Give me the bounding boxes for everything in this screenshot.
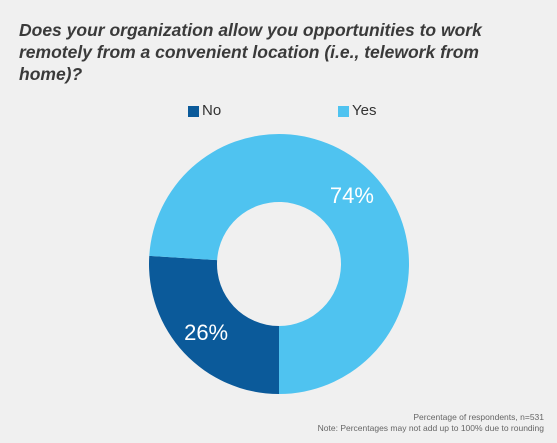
- legend-item-no: No: [188, 102, 221, 120]
- data-label-yes: 74%: [330, 183, 374, 208]
- donut-slice-yes: [149, 134, 409, 395]
- chart-title: Does your organization allow you opportu…: [19, 20, 482, 84]
- legend-swatch-no: [188, 105, 199, 117]
- respondents-note: Percentage of respondents, n=531: [413, 412, 544, 422]
- legend-item-yes: Yes: [338, 102, 376, 120]
- data-label-no: 26%: [184, 320, 228, 345]
- rounding-note: Note: Percentages may not add up to 100%…: [317, 423, 544, 433]
- legend-label-no: No: [202, 102, 222, 119]
- donut-slice-no: [148, 255, 279, 394]
- legend-label-yes: Yes: [352, 102, 377, 119]
- legend: No Yes: [0, 102, 557, 120]
- chart-notes: Percentage of respondents, n=531 Note: P…: [318, 412, 544, 434]
- legend-swatch-yes: [338, 105, 349, 117]
